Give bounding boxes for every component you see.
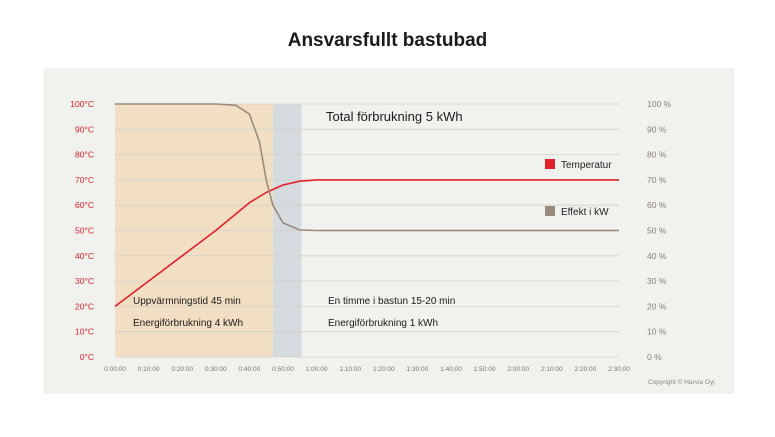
legend-label: Effekt i kW xyxy=(561,207,609,218)
y-right-tick-label: 60 % xyxy=(647,200,667,210)
legend-swatch xyxy=(545,206,555,216)
legend-label: Temperatur xyxy=(561,160,612,171)
y-right-tick-label: 0 % xyxy=(647,352,662,362)
x-tick-label: 0:20:00 xyxy=(171,366,193,373)
heating-time-label: Uppvärmningstid 45 min xyxy=(133,296,241,307)
y-right-tick-label: 80 % xyxy=(647,150,667,160)
y-left-tick-label: 50°C xyxy=(75,226,94,236)
x-tick-label: 0:40:00 xyxy=(239,366,261,373)
x-tick-label: 1:20:00 xyxy=(373,366,395,373)
y-left-tick-label: 0°C xyxy=(80,352,94,362)
y-right-tick-label: 100 % xyxy=(647,99,672,109)
y-right-tick-label: 30 % xyxy=(647,276,667,286)
y-right-tick-label: 50 % xyxy=(647,226,667,236)
series-line-power xyxy=(115,103,619,232)
legend-swatch xyxy=(545,159,555,169)
y-right-tick-label: 40 % xyxy=(647,251,667,261)
bathing-energy-label: Energiförbrukning 1 kWh xyxy=(328,318,438,329)
x-tick-label: 2:30:00 xyxy=(608,366,630,373)
y-right-tick-label: 10 % xyxy=(647,327,667,337)
y-right-tick-label: 90 % xyxy=(647,124,667,134)
total-consumption-label: Total förbrukning 5 kWh xyxy=(326,109,463,124)
y-left-tick-label: 10°C xyxy=(75,327,94,337)
y-left-tick-label: 60°C xyxy=(75,200,94,210)
copyright-text: Copyright © Harvia Oyj xyxy=(648,379,715,386)
x-tick-label: 0:00:00 xyxy=(104,366,126,373)
y-left-tick-label: 20°C xyxy=(75,301,94,311)
y-left-tick-label: 90°C xyxy=(75,124,94,134)
y-right-tick-label: 70 % xyxy=(647,175,667,185)
y-left-tick-label: 40°C xyxy=(75,251,94,261)
y-right-tick-label: 20 % xyxy=(647,301,667,311)
y-left-tick-label: 80°C xyxy=(75,150,94,160)
heating-energy-label: Energiförbrukning 4 kWh xyxy=(133,318,243,329)
y-left-tick-label: 30°C xyxy=(75,276,94,286)
x-tick-label: 1:10:00 xyxy=(339,366,361,373)
x-tick-label: 1:40:00 xyxy=(440,366,462,373)
page-title: Ansvarsfullt bastubad xyxy=(287,30,488,51)
x-tick-label: 2:20:00 xyxy=(575,366,597,373)
x-tick-label: 2:10:00 xyxy=(541,366,563,373)
x-tick-label: 1:00:00 xyxy=(306,366,328,373)
y-left-tick-label: 100°C xyxy=(70,99,94,109)
y-left-tick-label: 70°C xyxy=(75,175,94,185)
x-tick-label: 2:00:00 xyxy=(507,366,529,373)
bathing-time-label: En timme i bastun 15-20 min xyxy=(328,296,455,307)
x-tick-label: 0:50:00 xyxy=(272,366,294,373)
x-tick-label: 0:30:00 xyxy=(205,366,227,373)
x-tick-label: 0:10:00 xyxy=(138,366,160,373)
x-tick-label: 1:50:00 xyxy=(474,366,496,373)
x-tick-label: 1:30:00 xyxy=(407,366,429,373)
series-line-temperature xyxy=(114,179,619,308)
